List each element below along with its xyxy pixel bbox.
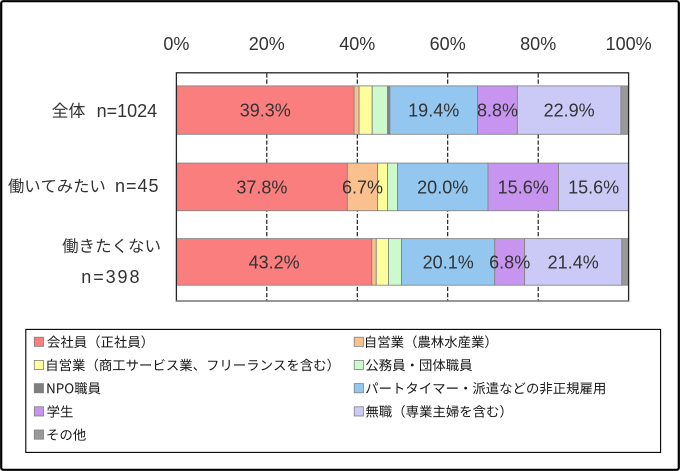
svg-text:n=45: n=45: [115, 176, 160, 196]
svg-text:100%: 100%: [606, 34, 652, 54]
svg-text:37.8%: 37.8%: [236, 178, 287, 198]
svg-text:0%: 0%: [163, 34, 189, 54]
svg-text:20.0%: 20.0%: [417, 178, 468, 198]
svg-text:15.6%: 15.6%: [498, 178, 549, 198]
svg-text:60%: 60%: [430, 34, 466, 54]
svg-text:21.4%: 21.4%: [548, 253, 599, 273]
svg-text:20%: 20%: [249, 34, 285, 54]
svg-text:43.2%: 43.2%: [249, 253, 300, 273]
svg-text:40%: 40%: [339, 34, 375, 54]
svg-text:8.8%: 8.8%: [477, 101, 518, 121]
svg-text:22.9%: 22.9%: [544, 101, 595, 121]
svg-text:20.1%: 20.1%: [423, 253, 474, 273]
svg-text:80%: 80%: [520, 34, 556, 54]
svg-text:n=398: n=398: [81, 267, 141, 287]
svg-text:39.3%: 39.3%: [240, 101, 291, 121]
svg-text:19.4%: 19.4%: [408, 101, 459, 121]
svg-text:6.8%: 6.8%: [489, 253, 530, 273]
svg-text:6.7%: 6.7%: [342, 178, 383, 198]
svg-text:15.6%: 15.6%: [568, 178, 619, 198]
svg-text:n=1024: n=1024: [97, 101, 158, 121]
